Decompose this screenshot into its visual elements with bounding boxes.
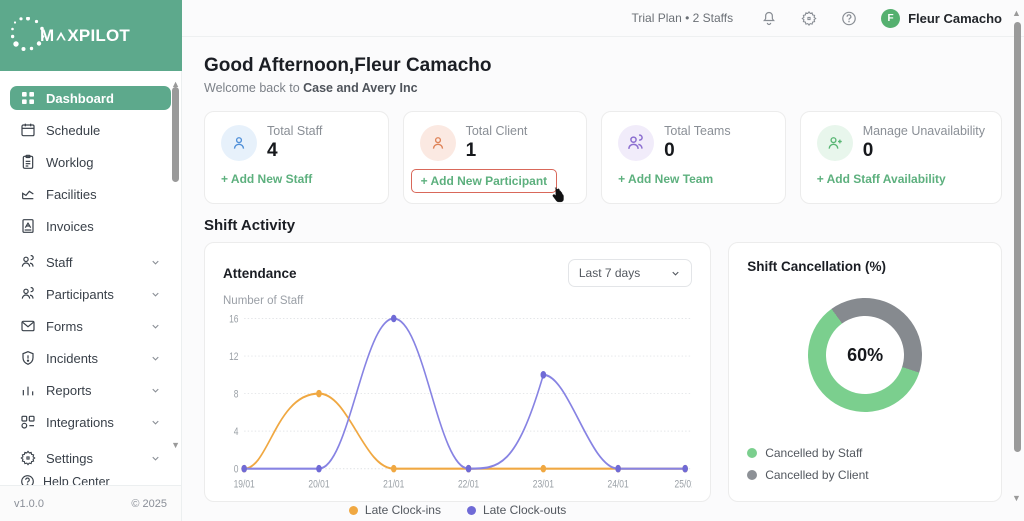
svg-text:19/01: 19/01 <box>234 478 256 490</box>
svg-text:12: 12 <box>229 351 239 363</box>
svg-text:8: 8 <box>234 388 239 400</box>
svg-text:22/01: 22/01 <box>458 478 480 490</box>
svg-text:4: 4 <box>234 426 239 438</box>
svg-text:25/01: 25/01 <box>675 478 693 490</box>
svg-text:23/01: 23/01 <box>533 478 555 490</box>
svg-text:24/01: 24/01 <box>608 478 630 490</box>
svg-text:20/01: 20/01 <box>308 478 330 490</box>
svg-text:0: 0 <box>234 463 239 475</box>
svg-text:16: 16 <box>229 313 239 325</box>
svg-text:21/01: 21/01 <box>383 478 405 490</box>
